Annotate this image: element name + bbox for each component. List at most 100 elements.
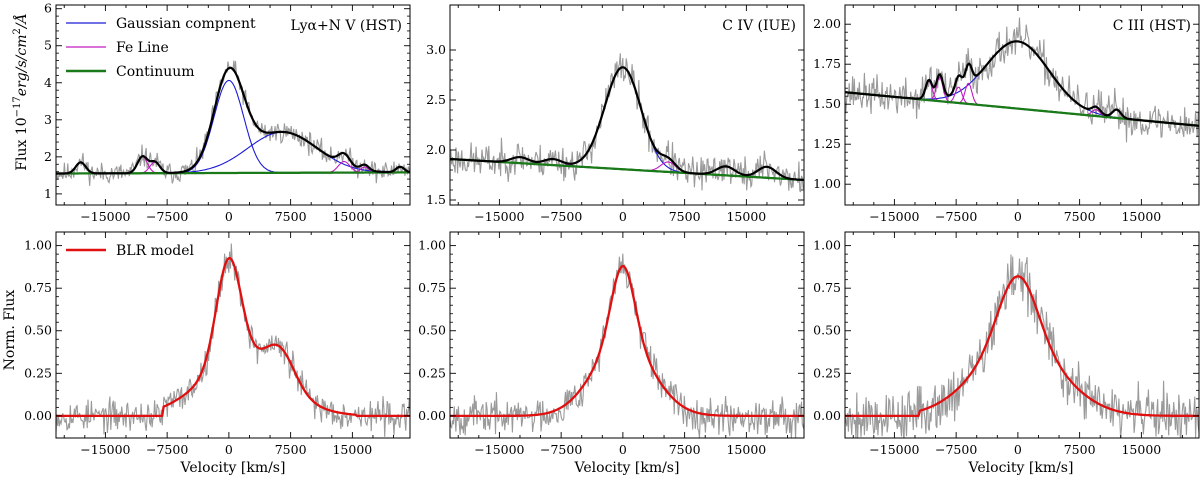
x-tick-label: −15000 <box>474 442 524 457</box>
xlabel-left: Velocity [km/s] <box>180 460 286 476</box>
observed-spectrum <box>845 17 1199 143</box>
legend-top-label: Continuum <box>116 64 195 80</box>
y-tick-label: 1.00 <box>813 176 841 191</box>
x-tick-label: 7500 <box>1064 209 1096 224</box>
y-tick-label: 0.75 <box>24 280 52 295</box>
x-tick-label: −15000 <box>869 442 919 457</box>
bottom-ylabel: Norm. Flux <box>2 290 18 371</box>
y-tick-label: 0.25 <box>813 365 841 380</box>
blr-model-line <box>845 275 1199 418</box>
legend-top-label: Fe Line <box>116 40 169 56</box>
y-tick-label: 5 <box>44 38 52 53</box>
observed-spectrum <box>450 253 804 438</box>
panel-civ-bottom: −15000 −7500 0 7500 15000 0.00 0.25 0.50 0.75 1.0… <box>418 231 805 457</box>
x-tick-label: 0 <box>1014 209 1022 224</box>
y-tick-label: 0.00 <box>418 408 446 423</box>
blr-model-line <box>450 264 804 418</box>
y-tick-label: 0.50 <box>24 323 52 338</box>
total-model-line <box>845 40 1199 127</box>
x-tick-label: 15000 <box>332 209 372 224</box>
x-tick-label: 0 <box>225 209 233 224</box>
plot-area <box>845 254 1199 438</box>
x-tick-label: 15000 <box>726 209 766 224</box>
x-tick-label: −7500 <box>540 209 582 224</box>
continuum-line <box>450 157 804 182</box>
panel-frame <box>55 4 411 206</box>
x-tick-label: −7500 <box>146 209 188 224</box>
x-tick-label: 7500 <box>1064 442 1096 457</box>
x-tick-label: −7500 <box>146 442 188 457</box>
y-tick-label: 1.25 <box>813 136 841 151</box>
y-tick-label: 3 <box>44 112 52 127</box>
panel-lya-bottom: −15000 −7500 0 7500 15000 0.00 0.25 0.50 0.75 1.0… <box>24 231 411 457</box>
y-tick-label: 2.0 <box>426 142 446 157</box>
plot-area <box>56 60 410 186</box>
gaussian-component-0 <box>845 40 1199 127</box>
x-tick-label: 0 <box>225 442 233 457</box>
y-tick-label: 0.00 <box>813 408 841 423</box>
y-tick-label: 0.75 <box>418 280 446 295</box>
y-tick-label: 1.00 <box>24 238 52 253</box>
x-tick-label: −7500 <box>540 442 582 457</box>
y-tick-label: 1.5 <box>426 192 446 207</box>
panel-frame <box>844 4 1200 206</box>
panel-frame <box>449 4 805 206</box>
y-tick-label: 0.25 <box>418 365 446 380</box>
panel-ciii-top: −15000 −7500 0 7500 15000 1.00 1.25 1.50 1.75 2.0… <box>813 4 1200 224</box>
x-tick-label: 15000 <box>332 442 372 457</box>
total-model-line <box>56 66 410 175</box>
y-tick-label: 4 <box>44 75 52 90</box>
blr-model-line <box>56 256 410 418</box>
gaussian-component-0 <box>56 79 410 175</box>
plot-area <box>845 17 1199 143</box>
panel-ciii-bottom: −15000 −7500 0 7500 15000 0.00 0.25 0.50 0.75 1.0… <box>813 231 1200 457</box>
xlabel-middle: Velocity [km/s] <box>574 460 680 476</box>
panel-civ-top: −15000 −7500 0 7500 15000 1.5 2.0 2.5 3.0 C IV (I… <box>426 4 805 224</box>
panel-title: C IV (IUE) <box>722 18 796 34</box>
y-tick-label: 2.5 <box>426 92 446 107</box>
x-tick-label: 7500 <box>275 209 307 224</box>
observed-spectrum <box>450 53 804 193</box>
y-tick-label: 1.75 <box>813 56 841 71</box>
y-tick-label: 2 <box>44 149 52 164</box>
observed-spectrum <box>56 243 410 437</box>
top-ylabel: Flux 10−17erg/s/cm2/Å <box>12 13 30 170</box>
x-tick-label: −15000 <box>474 209 524 224</box>
x-tick-label: 0 <box>1014 442 1022 457</box>
panel-frame <box>55 231 411 439</box>
plot-area <box>450 253 804 438</box>
x-tick-label: −7500 <box>935 442 977 457</box>
x-tick-label: 15000 <box>726 442 766 457</box>
panel-frame <box>844 231 1200 439</box>
x-tick-label: 7500 <box>275 442 307 457</box>
y-tick-label: 0.50 <box>418 323 446 338</box>
panel-lya-top: −15000 −7500 0 7500 15000 1 2 3 4 5 6 Lyα+N V (HST)… <box>44 1 411 224</box>
y-tick-label: 1.00 <box>418 238 446 253</box>
y-tick-label: 1.50 <box>813 96 841 111</box>
observed-spectrum <box>845 254 1199 438</box>
panel-title: Lyα+N V (HST) <box>291 18 402 34</box>
y-tick-label: 0.75 <box>813 280 841 295</box>
x-tick-label: 15000 <box>1121 442 1161 457</box>
x-tick-label: −7500 <box>935 209 977 224</box>
y-tick-label: 0.00 <box>24 408 52 423</box>
y-tick-label: 0.25 <box>24 365 52 380</box>
panel-frame <box>449 231 805 439</box>
xlabel-right: Velocity [km/s] <box>968 460 1074 476</box>
legend-bottom-label: BLR model <box>116 243 195 259</box>
y-tick-label: 6 <box>44 1 52 16</box>
y-tick-label: 1.00 <box>813 238 841 253</box>
y-tick-label: 2.00 <box>813 16 841 31</box>
plot-area <box>450 53 804 193</box>
y-tick-label: 1 <box>44 186 52 201</box>
y-tick-label: 0.50 <box>813 323 841 338</box>
plot-area <box>56 243 410 437</box>
x-tick-label: 0 <box>619 209 627 224</box>
x-tick-label: 0 <box>619 442 627 457</box>
panel-title: C III (HST) <box>1113 18 1191 34</box>
y-tick-label: 3.0 <box>426 42 446 57</box>
total-model-line <box>450 66 804 182</box>
x-tick-label: 7500 <box>669 209 701 224</box>
